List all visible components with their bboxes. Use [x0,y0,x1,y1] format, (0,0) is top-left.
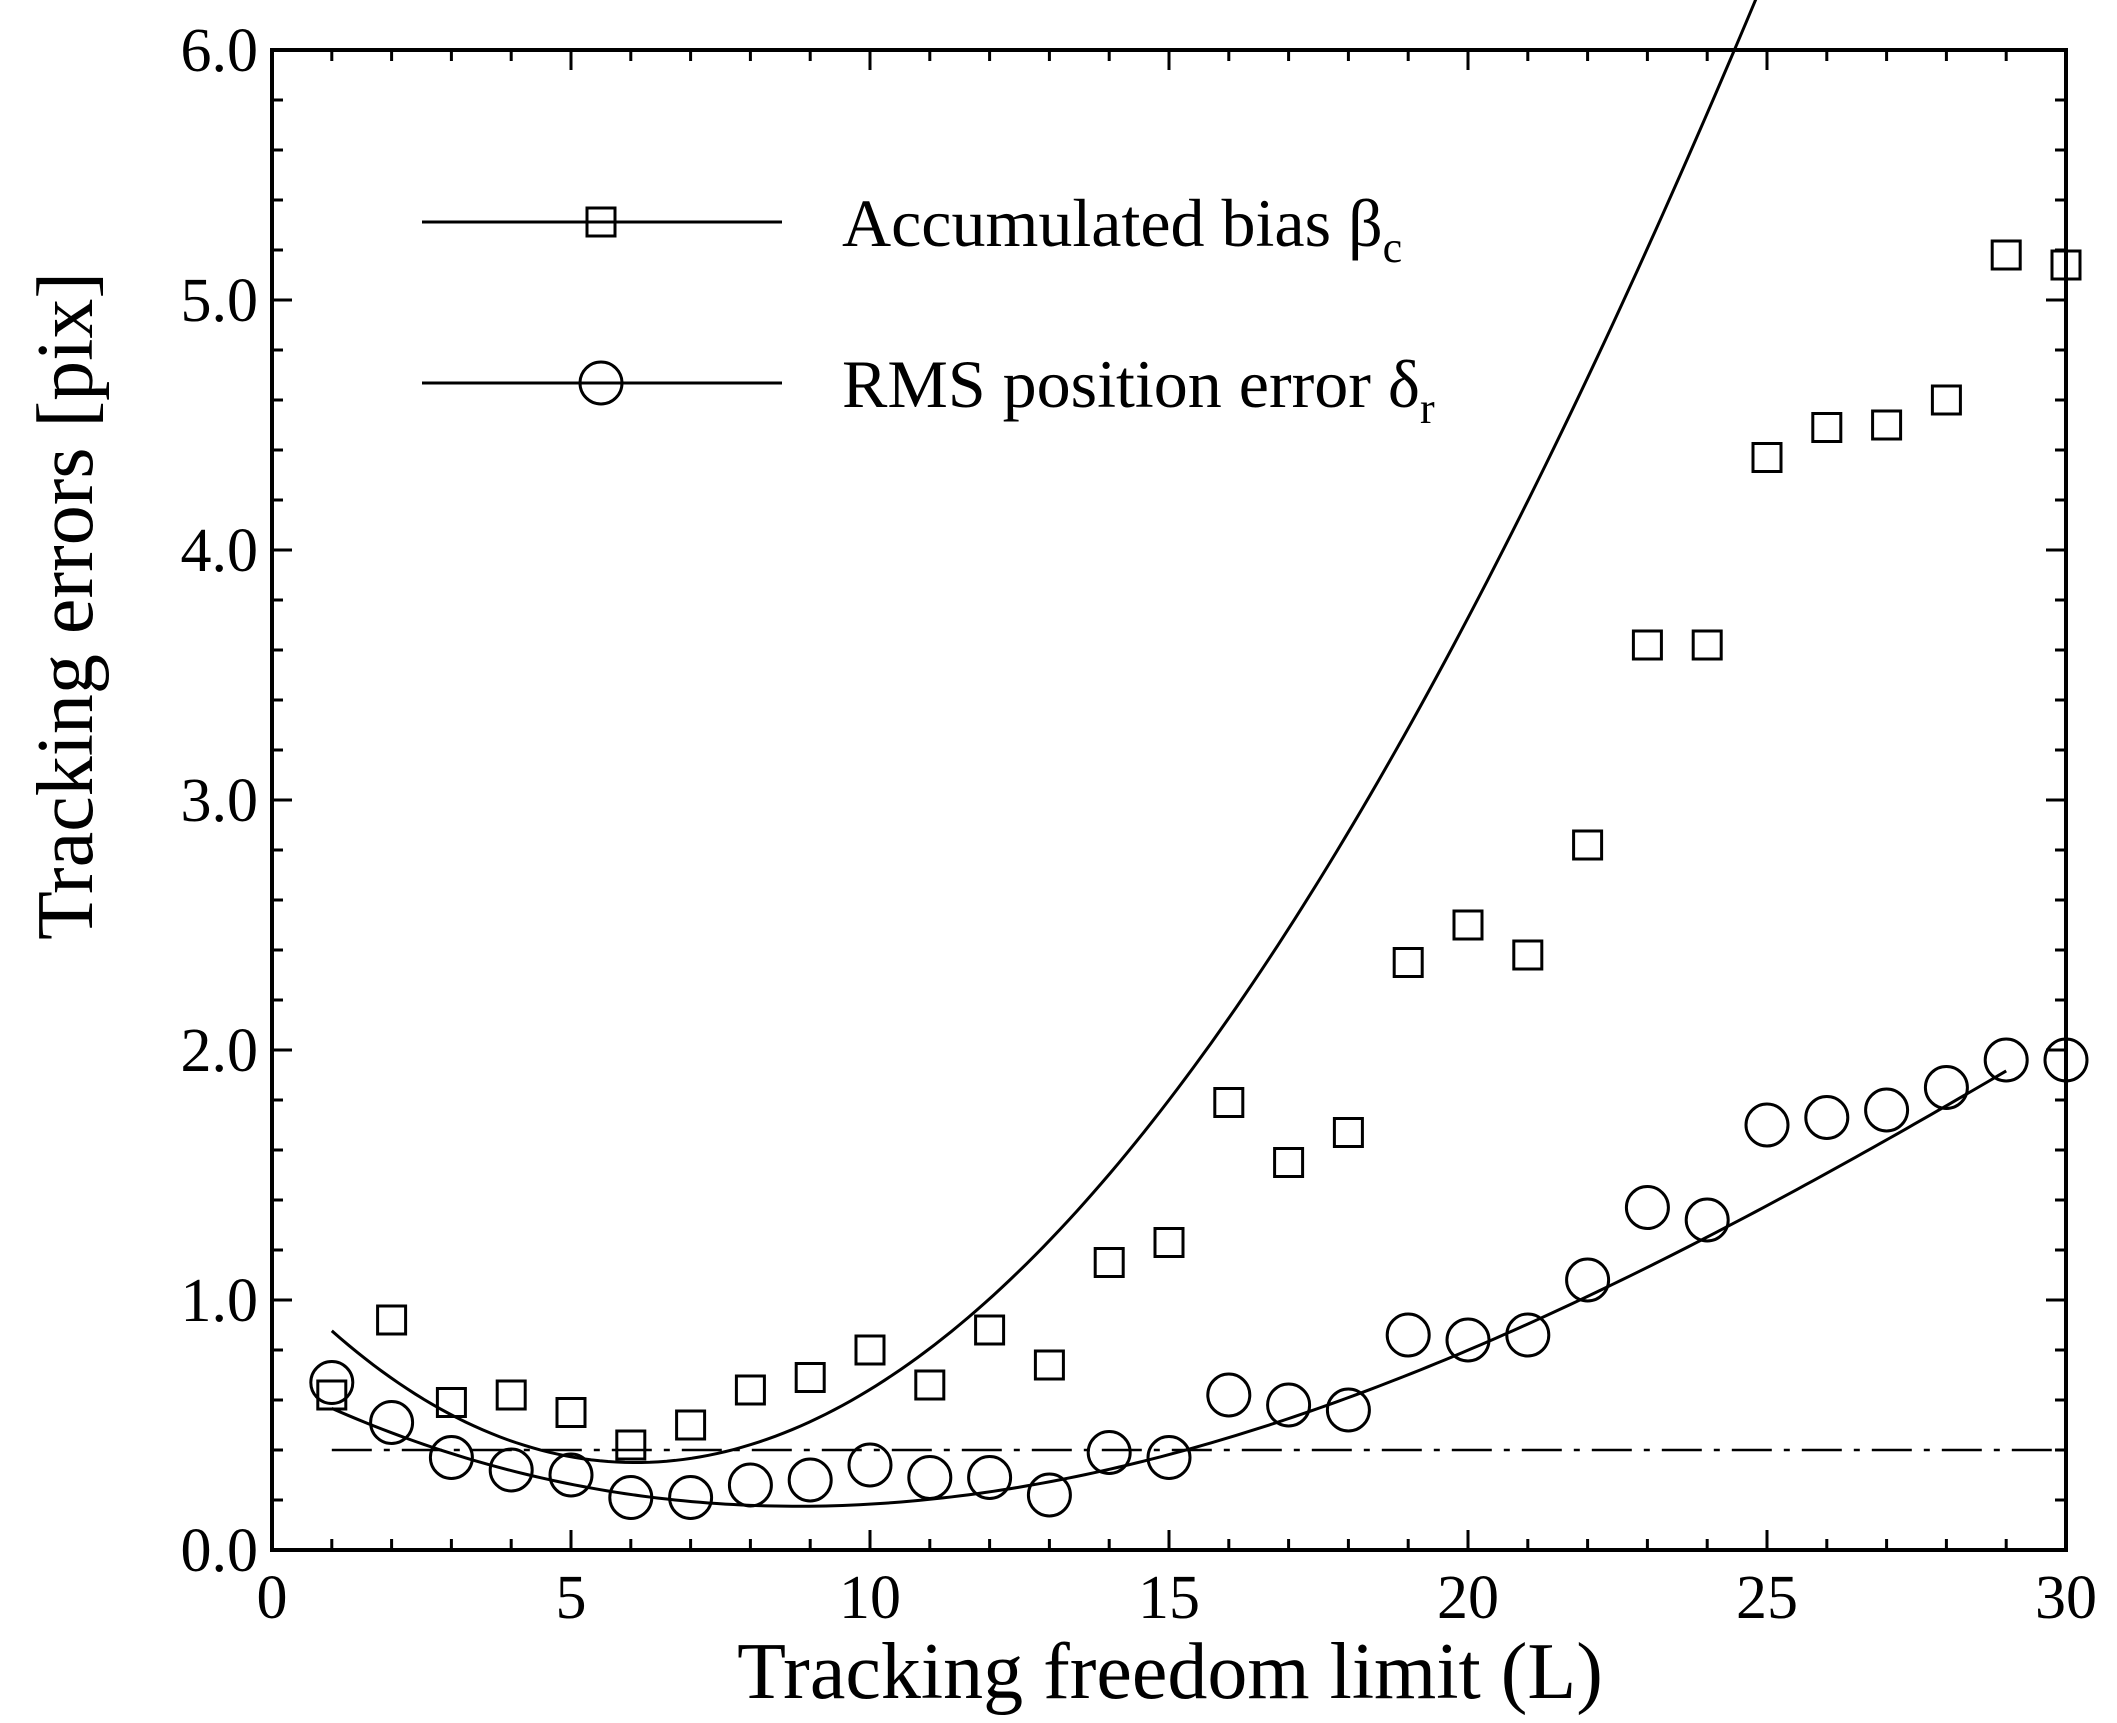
y-tick-label: 4.0 [181,517,259,585]
data-point-series-1 [1153,1227,1185,1258]
data-point-series-1 [316,1379,348,1411]
data-point-series-1 [555,1397,587,1428]
x-tick-label: 5 [556,1564,587,1632]
data-point-series-2 [1206,1372,1252,1418]
legend: Accumulated bias βc RMS position error δr [422,185,1435,433]
legend-label-series-2: RMS position error δr [842,346,1435,433]
plot-border [270,48,2068,1552]
data-point-series-1 [1033,1349,1065,1381]
data-point-series-2 [608,1475,654,1520]
data-point-series-1 [1811,412,1843,443]
data-point-series-1 [1093,1247,1125,1278]
data-point-series-2 [1804,1095,1850,1140]
data-point-series-1 [794,1362,826,1393]
data-point-series-1 [1452,909,1484,941]
data-point-series-1 [675,1409,707,1441]
y-tick-label: 5.0 [181,267,259,335]
data-point-series-1 [914,1369,946,1401]
data-point-series-2 [1505,1312,1551,1358]
data-point-series-1 [1751,442,1783,473]
x-tick-label: 0 [257,1564,288,1632]
fit-curve-series-1 [330,0,1758,1465]
data-point-series-1 [1631,629,1663,661]
fit-curve-series-2 [331,1069,2007,1508]
data-point-series-2 [1026,1472,1072,1518]
data-point-series-1 [376,1304,408,1336]
data-point-series-1 [1572,829,1604,861]
data-point-series-1 [1930,384,1962,416]
x-tick-label: 15 [1138,1564,1200,1632]
data-point-series-2 [1445,1317,1491,1363]
data-point-series-1 [1691,629,1723,661]
y-axis-title: Tracking errors [pix] [22,272,110,940]
data-markers [309,239,2089,1520]
data-point-series-1 [495,1379,527,1411]
data-point-series-2 [1864,1087,1910,1133]
data-point-series-1 [974,1314,1006,1346]
data-point-series-2 [668,1475,714,1520]
legend-marker-series-1 [585,206,617,238]
x-tick-label: 25 [1736,1564,1798,1632]
data-point-series-1 [1213,1087,1245,1118]
data-point-series-1 [734,1374,766,1406]
data-point-series-1 [1871,409,1903,441]
data-point-series-2 [1146,1435,1192,1480]
data-point-series-1 [854,1334,886,1366]
data-point-series-1 [615,1429,647,1461]
data-point-series-2 [1325,1387,1371,1433]
data-point-series-2 [369,1400,415,1445]
data-point-series-2 [1385,1312,1431,1358]
plot-frame [270,48,2068,1552]
y-tick-label: 2.0 [181,1017,259,1085]
data-point-series-1 [1512,939,1544,971]
data-point-series-2 [1923,1065,1969,1110]
data-point-series-2 [787,1457,833,1503]
data-point-series-2 [2043,1037,2089,1083]
data-point-series-2 [847,1442,893,1488]
data-point-series-2 [1684,1197,1730,1243]
data-point-series-2 [309,1360,355,1405]
data-point-series-2 [1565,1257,1611,1303]
y-tick-label: 6.0 [181,17,259,85]
data-point-series-1 [1273,1147,1305,1178]
data-point-series-2 [727,1462,773,1508]
tick-labels: 0 5 10 15 20 25 30 0.0 1.0 2.0 3.0 4.0 5.0 6.0 [181,17,2098,1632]
data-point-series-2 [1266,1382,1312,1428]
y-tick-label: 0.0 [181,1517,259,1585]
x-tick-label: 30 [2035,1564,2097,1632]
y-tick-label: 3.0 [181,767,259,835]
data-point-series-2 [488,1447,534,1493]
data-point-series-1 [1332,1117,1364,1148]
data-point-series-2 [1624,1185,1670,1230]
data-point-series-1 [1990,239,2022,271]
axis-ticks [270,48,2068,1552]
data-point-series-1 [435,1387,467,1418]
data-point-series-2 [428,1435,474,1480]
x-tick-label: 10 [839,1564,901,1632]
data-point-series-2 [548,1452,594,1498]
x-axis-title: Tracking freedom limit (L) [737,1628,1603,1716]
data-point-series-2 [1983,1037,2029,1083]
data-point-series-1 [1392,947,1424,978]
data-point-series-2 [967,1455,1013,1500]
data-point-series-2 [1744,1102,1790,1148]
x-tick-label: 20 [1437,1564,1499,1632]
data-point-series-2 [1086,1430,1132,1475]
legend-label-series-1: Accumulated bias βc [842,185,1402,272]
data-point-series-2 [907,1455,953,1500]
data-point-series-1 [2050,249,2082,281]
legend-marker-series-2 [578,360,624,406]
y-tick-label: 1.0 [181,1267,259,1335]
